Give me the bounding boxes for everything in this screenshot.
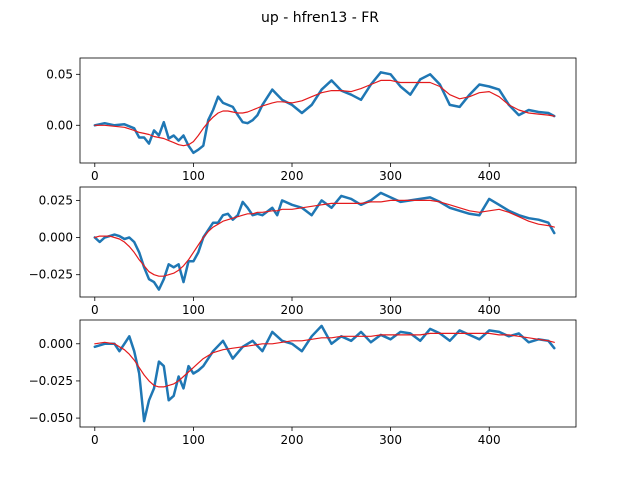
subplot-2-axes-frame (79, 186, 577, 298)
subplot-2-x-tick-label: 300 (379, 303, 402, 317)
subplot-2-y-tick-label: 0.025 (39, 193, 73, 207)
subplot-2-x-tick-label: 100 (182, 303, 205, 317)
subplot-2: 0 100 200 300 400 −0.025 0.000 0.025 (29, 186, 577, 317)
subplot-2-x-tick-label: 0 (91, 303, 99, 317)
subplot-3-x-tick-label: 400 (478, 433, 501, 447)
subplot-1-x-tick-label: 100 (182, 169, 205, 183)
subplot-2-smooth-line (94, 199, 555, 277)
subplot-3-smooth-line (94, 332, 555, 388)
subplot-1-raw-line (93, 71, 556, 155)
subplot-3-axes-frame (79, 319, 577, 428)
subplot-3-y-tick-label: 0.000 (39, 337, 73, 351)
subplot-1-x-tick-label: 400 (478, 169, 501, 183)
subplot-1-x-tick-label: 300 (379, 169, 402, 183)
subplot-2-y-tick-label: −0.025 (29, 268, 73, 282)
subplot-2-x-tick-label: 200 (281, 303, 304, 317)
subplot-3-raw-line (93, 324, 556, 423)
subplot-1-x-tick-label: 200 (281, 169, 304, 183)
subplot-3: 0 100 200 300 400 −0.050 −0.025 0.000 (29, 319, 577, 447)
figure-title: up - hfren13 - FR (261, 10, 379, 26)
subplot-1-y-tick-label: 0.00 (46, 118, 73, 132)
subplot-1: 0 100 200 300 400 0.00 0.05 (46, 57, 577, 183)
subplot-2-raw-line (93, 191, 556, 291)
subplot-1-axes-frame (79, 57, 577, 164)
subplot-2-y-tick-label: 0.000 (39, 231, 73, 245)
subplot-3-x-tick-label: 300 (379, 433, 402, 447)
subplot-1-x-tick-label: 0 (91, 169, 99, 183)
subplot-3-y-tick-label: −0.050 (29, 411, 73, 425)
subplot-3-x-tick-label: 200 (281, 433, 304, 447)
subplot-3-x-tick-label: 100 (182, 433, 205, 447)
subplot-1-smooth-line (94, 79, 555, 147)
subplot-2-x-tick-label: 400 (478, 303, 501, 317)
subplot-1-y-tick-label: 0.05 (46, 67, 73, 81)
subplot-3-y-tick-label: −0.025 (29, 374, 73, 388)
subplot-3-x-tick-label: 0 (91, 433, 99, 447)
